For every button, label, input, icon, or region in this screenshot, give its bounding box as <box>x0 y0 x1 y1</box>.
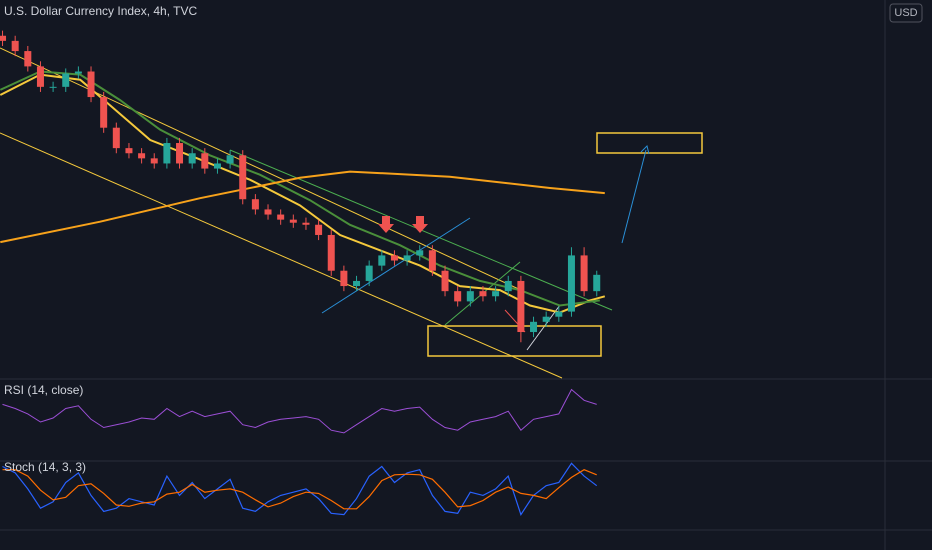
channel-lower <box>0 132 563 379</box>
candle-body <box>365 265 373 281</box>
candle-body <box>327 234 335 271</box>
down-arrow <box>378 216 394 233</box>
candle-body <box>125 148 133 154</box>
candle-body <box>213 163 221 169</box>
projection-arrow <box>621 149 647 244</box>
candle-body <box>176 143 184 164</box>
candle-body <box>49 86 57 88</box>
candle-body <box>530 321 538 333</box>
candle-body <box>403 255 411 261</box>
stoch-title: Stoch (14, 3, 3) <box>4 460 86 474</box>
candle-body <box>504 280 512 292</box>
rsi-title: RSI (14, close) <box>4 383 83 397</box>
down-arrow <box>412 216 428 233</box>
candle-body <box>150 158 158 164</box>
candle-body <box>100 97 108 128</box>
candle-body <box>264 209 272 215</box>
channel-upper <box>0 47 526 293</box>
candle-body <box>428 250 436 271</box>
candle-body <box>239 155 247 200</box>
candle-body <box>24 51 32 67</box>
candle-body <box>163 143 171 164</box>
candle-body <box>62 73 70 87</box>
indicator-line <box>2 462 598 516</box>
candle-body <box>555 311 563 317</box>
currency[interactable]: USD <box>894 7 917 19</box>
candle-body <box>353 280 361 287</box>
chart-title: U.S. Dollar Currency Index, 4h, TVC <box>4 4 198 18</box>
candle-body <box>492 291 500 297</box>
candle-body <box>11 40 19 52</box>
target-box <box>596 132 703 154</box>
candle-body <box>517 280 525 333</box>
annotations <box>0 47 703 379</box>
candle-body <box>567 255 575 312</box>
candle-body <box>289 219 297 223</box>
moving-average <box>0 73 606 314</box>
candle-body <box>441 270 449 292</box>
support-box <box>427 325 602 357</box>
candle-body <box>138 153 146 159</box>
currency-button[interactable] <box>889 3 923 23</box>
candle-body <box>112 127 120 149</box>
candle-body <box>454 291 462 302</box>
indicator-line <box>2 388 597 434</box>
candle-body <box>302 222 310 225</box>
candle-body <box>593 274 601 292</box>
candle-body <box>87 71 95 98</box>
candle-body <box>390 255 398 261</box>
candle-body <box>201 153 209 169</box>
candle-body <box>226 155 234 164</box>
indicator-line <box>2 469 597 510</box>
candle-body <box>378 255 386 266</box>
candle-body <box>0 35 7 41</box>
trend-line <box>321 217 471 314</box>
arrow-head <box>640 145 650 155</box>
candle-body <box>74 71 82 74</box>
moving-average <box>0 170 605 244</box>
candle-body <box>580 255 588 292</box>
candle-body <box>416 250 424 256</box>
candle-body <box>36 66 44 87</box>
candle-body <box>188 153 196 164</box>
candle-body <box>466 291 474 302</box>
candle-body <box>277 214 285 220</box>
candle-body <box>315 224 323 235</box>
plot <box>0 30 606 516</box>
candle-body <box>542 316 550 322</box>
trend-line <box>526 304 561 351</box>
candle-body <box>479 291 487 297</box>
candle-body <box>251 199 259 210</box>
candle-body <box>340 270 348 287</box>
